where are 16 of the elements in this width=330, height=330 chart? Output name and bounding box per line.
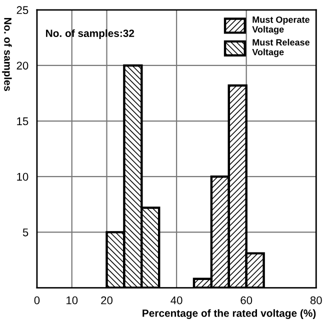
y-tick-label: 20 [16, 62, 28, 70]
legend-label: Must Release Voltage [252, 38, 310, 58]
x-axis-title: Percentage of the rated voltage (%) [142, 309, 316, 319]
x-tick-label: 20 [101, 296, 112, 304]
x-tick-label: 10 [66, 296, 78, 304]
y-tick-label: 15 [17, 117, 28, 126]
x-tick-label: 80 [310, 296, 322, 304]
y-tick-label: 10 [17, 172, 28, 181]
x-tick-label: 0 [34, 296, 40, 304]
y-axis-title: No. of samples [2, 18, 12, 91]
y-tick-label: 5 [22, 228, 28, 236]
legend-label: Must Operate Voltage [252, 16, 310, 34]
x-tick-label: 60 [240, 296, 252, 304]
annotation: No. of samples:32 [46, 29, 134, 40]
y-tick-label: 25 [16, 6, 28, 14]
x-tick-label: 40 [170, 296, 182, 304]
